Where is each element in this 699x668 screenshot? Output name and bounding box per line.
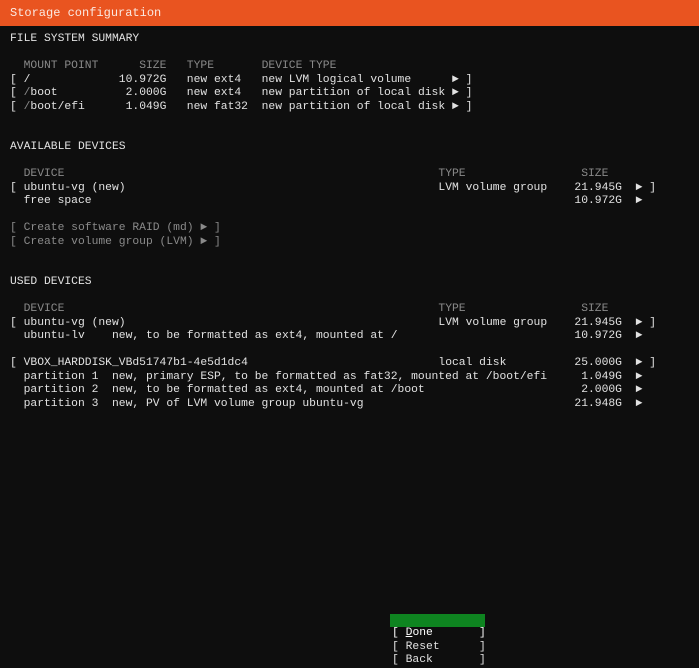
arrow-right-icon: ► [452,100,459,113]
bracket: [ [10,73,17,86]
device-type: new LVM logical volume [261,73,412,86]
size: 10.972G [574,330,622,342]
type: local disk [438,357,507,369]
size: 10.972G [118,73,167,86]
col-size: SIZE [581,168,609,180]
title-bar: Storage configuration [0,0,699,26]
arrow-right-icon: ► [635,195,643,207]
arrow-right-icon: ► [452,87,459,99]
device-type: new partition of local disk [261,100,446,113]
description: new, primary ESP, to be formatted as fat… [112,370,548,383]
bracket: [ [10,100,17,113]
reset-button[interactable]: [ Reset] [392,640,486,653]
device: partition 3 [23,397,99,410]
size: 25.000G [574,357,622,369]
description: new, to be formatted as ext4, mounted at… [112,330,398,342]
arrow-right-icon: ► [635,370,643,383]
bracket: [ [10,357,17,369]
bracket: [ [10,181,17,194]
type: new ext4 [186,87,242,99]
device: free space [23,195,92,207]
device: ubuntu-vg (new) [23,316,126,329]
bracket: ] [649,357,656,369]
back-button[interactable]: [ Back] [392,654,486,666]
arrow-right-icon: ► [635,357,643,369]
device: ubuntu-vg (new) [23,181,126,194]
description: new, PV of LVM volume group ubuntu-vg [112,397,364,410]
type: LVM volume group [438,316,548,329]
size: 2.000G [125,87,167,99]
size: 21.948G [574,397,622,410]
col-type: TYPE [438,168,466,180]
size: 21.945G [574,316,622,329]
description: new, to be formatted as ext4, mounted at… [112,384,425,396]
col-mount-point: MOUNT POINT [23,60,99,72]
device-type: new partition of local disk [261,87,446,99]
size: 1.049G [581,370,622,383]
create-raid-button[interactable]: [ Create software RAID (md) ► ] [10,222,221,234]
arrow-right-icon: ► [452,73,459,86]
section-heading-used: USED DEVICES [10,276,92,288]
device: ubuntu-lv [23,330,85,342]
done-button[interactable]: [ Done] [390,613,486,639]
section-heading-fs: FILE SYSTEM SUMMARY [10,33,140,45]
arrow-right-icon: ► [635,330,643,342]
type: new fat32 [186,100,248,113]
size: 21.945G [574,181,622,194]
col-type: TYPE [186,60,214,72]
type: LVM volume group [438,181,548,194]
col-type: TYPE [438,303,466,315]
bracket: ] [649,181,656,194]
mount-point: / [23,73,31,86]
type: new ext4 [186,73,242,86]
bracket: ] [649,316,656,329]
device: VBOX_HARDDISK_VBd51747b1-4e5d1dc4 [23,357,248,369]
device: partition 1 [23,370,99,383]
arrow-right-icon: ► [635,397,643,410]
bracket: ] [465,100,473,113]
bracket: [ [10,316,17,329]
col-device: DEVICE [23,303,65,315]
col-device: DEVICE [23,168,65,180]
arrow-right-icon: ► [635,316,643,329]
mount-point: /boot/efi [23,100,85,113]
size: 1.049G [125,100,167,113]
device: partition 2 [23,384,99,396]
size: 2.000G [581,384,622,396]
create-volume-group-button[interactable]: [ Create volume group (LVM) ► ] [10,235,221,248]
bracket: ] [465,73,473,86]
col-size: SIZE [139,60,167,72]
title: Storage configuration [10,6,162,20]
bracket: ] [465,87,473,99]
size: 10.972G [574,195,622,207]
mount-point: /boot [23,87,58,99]
col-size: SIZE [581,303,609,315]
bracket: [ [10,87,17,99]
arrow-right-icon: ► [635,384,643,396]
arrow-right-icon: ► [635,181,643,194]
col-device-type: DEVICE TYPE [261,60,337,72]
section-heading-available: AVAILABLE DEVICES [10,141,126,153]
